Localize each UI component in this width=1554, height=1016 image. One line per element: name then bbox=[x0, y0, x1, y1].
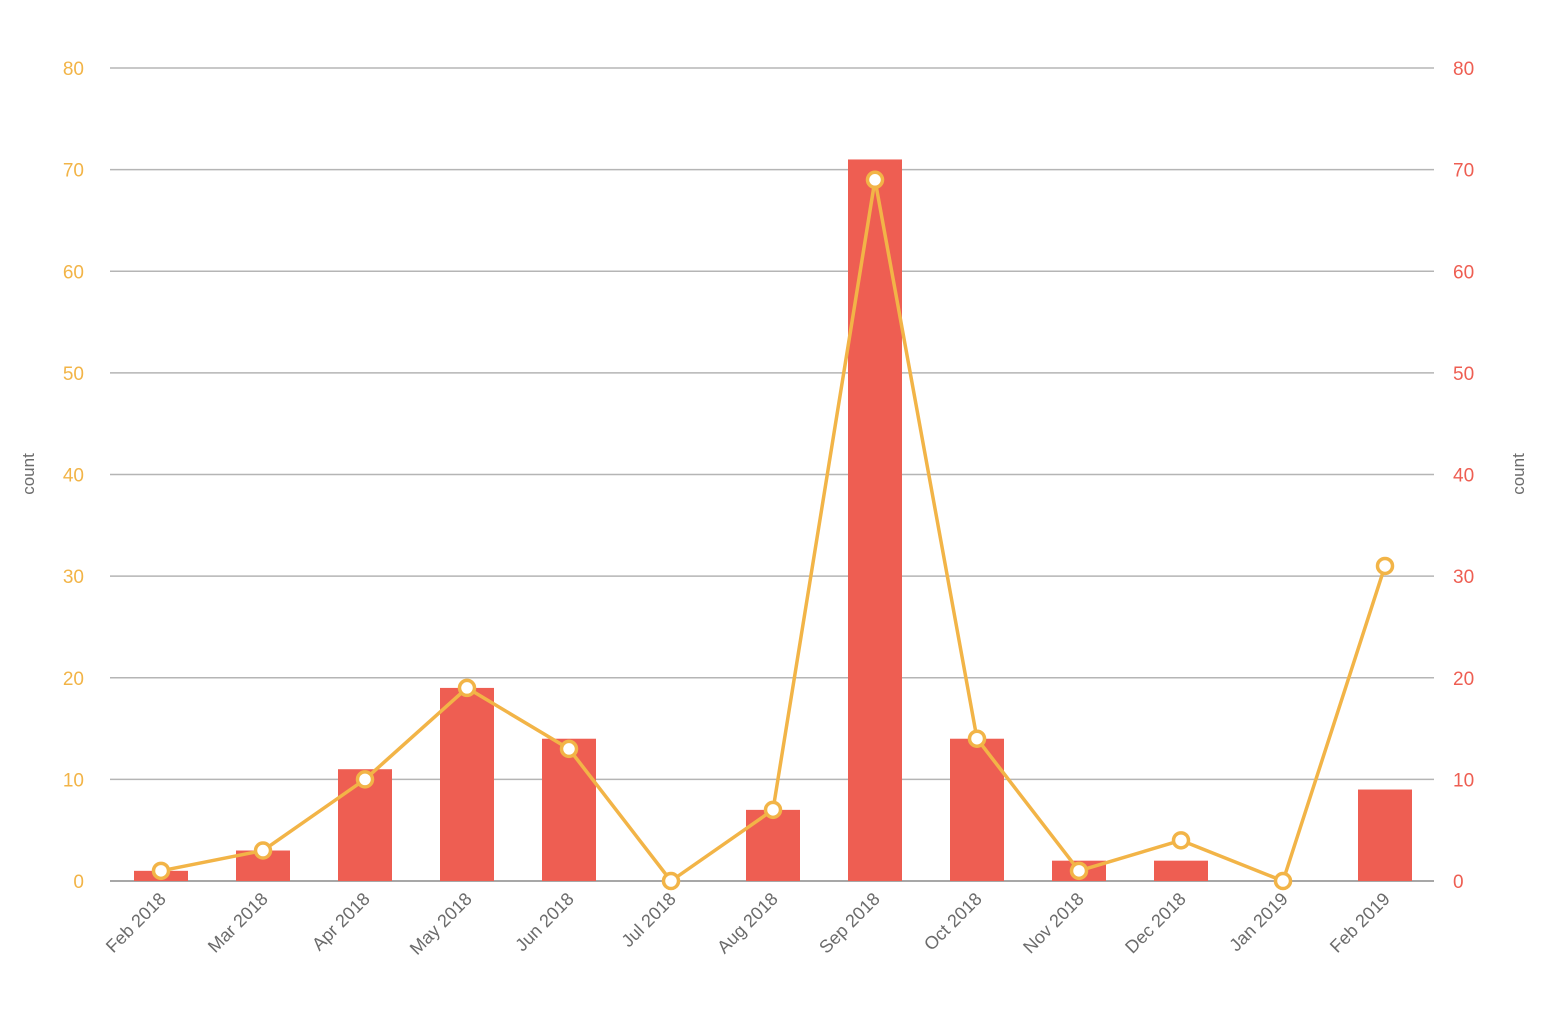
line-point bbox=[457, 678, 477, 698]
right-tick-label: 20 bbox=[1453, 669, 1474, 690]
left-tick-label: 80 bbox=[63, 59, 84, 80]
x-tick-label: Nov 2018 bbox=[1019, 889, 1088, 958]
right-axis-title: count bbox=[1509, 453, 1528, 495]
bar bbox=[1358, 789, 1412, 881]
right-tick-label: 60 bbox=[1453, 262, 1474, 283]
bar bbox=[848, 159, 902, 881]
right-tick-label: 10 bbox=[1453, 770, 1474, 791]
right-axis-ticks: 0 10 20 30 40 50 60 70 80 bbox=[1453, 59, 1474, 893]
bar bbox=[1154, 860, 1208, 881]
line-point bbox=[967, 729, 987, 748]
x-tick-label: Oct 2018 bbox=[920, 889, 986, 955]
left-axis-ticks: 0 10 20 30 40 50 60 70 80 bbox=[63, 59, 84, 893]
x-tick-label: Sep 2018 bbox=[815, 889, 884, 958]
x-tick-label: Jul 2018 bbox=[618, 889, 680, 951]
bar bbox=[746, 809, 800, 881]
line-point bbox=[1273, 871, 1293, 891]
x-tick-label: Jun 2018 bbox=[511, 889, 578, 956]
left-tick-label: 30 bbox=[63, 567, 84, 588]
right-tick-label: 70 bbox=[1453, 161, 1474, 182]
x-tick-label: Feb 2019 bbox=[1326, 889, 1394, 957]
line-point bbox=[355, 770, 375, 789]
left-tick-label: 0 bbox=[73, 872, 84, 893]
x-tick-label: May 2018 bbox=[406, 889, 476, 959]
line-point bbox=[865, 170, 885, 190]
x-tick-label: Aug 2018 bbox=[713, 889, 782, 958]
x-tick-label: Dec 2018 bbox=[1121, 889, 1190, 958]
left-axis-title: count bbox=[19, 453, 38, 495]
right-tick-label: 40 bbox=[1453, 466, 1474, 487]
bar-series bbox=[134, 159, 1412, 881]
bar bbox=[950, 738, 1004, 881]
line-series bbox=[151, 170, 1395, 891]
left-tick-label: 50 bbox=[63, 364, 84, 385]
right-tick-label: 30 bbox=[1453, 567, 1474, 588]
right-tick-label: 0 bbox=[1453, 872, 1464, 893]
x-tick-label: Apr 2018 bbox=[308, 889, 374, 955]
right-tick-label: 50 bbox=[1453, 364, 1474, 385]
line-point bbox=[151, 861, 171, 881]
x-tick-label: Jan 2019 bbox=[1225, 889, 1292, 956]
left-tick-label: 40 bbox=[63, 466, 84, 487]
line-point bbox=[1375, 556, 1395, 576]
left-tick-label: 10 bbox=[63, 770, 84, 791]
x-tick-label: Feb 2018 bbox=[102, 889, 170, 957]
left-tick-label: 70 bbox=[63, 161, 84, 182]
line-point bbox=[1069, 861, 1089, 881]
right-tick-label: 80 bbox=[1453, 59, 1474, 80]
line-point bbox=[1171, 831, 1191, 850]
left-tick-label: 20 bbox=[63, 669, 84, 690]
line-point bbox=[763, 800, 783, 820]
left-tick-label: 60 bbox=[63, 262, 84, 283]
x-axis-ticks: Feb 2018 Mar 2018 Apr 2018 May 2018 Jun 2018… bbox=[102, 889, 1394, 959]
gridlines bbox=[110, 67, 1434, 882]
bar bbox=[440, 687, 494, 881]
bar bbox=[542, 738, 596, 881]
line-point bbox=[661, 871, 681, 891]
line-point bbox=[559, 739, 579, 759]
line-point bbox=[253, 841, 273, 860]
x-tick-label: Mar 2018 bbox=[204, 889, 272, 957]
